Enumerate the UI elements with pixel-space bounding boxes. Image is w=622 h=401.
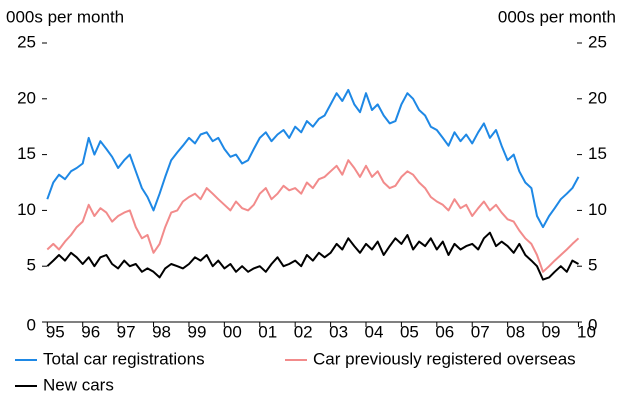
x-tick-label: 98 bbox=[152, 322, 171, 341]
y2-tick-label: 0 bbox=[588, 315, 597, 334]
x-tick-label: 96 bbox=[81, 322, 100, 341]
legend-label: New cars bbox=[43, 375, 114, 394]
y2-tick-label: 20 bbox=[588, 88, 607, 107]
x-tick-label: 04 bbox=[365, 322, 384, 341]
x-tick-label: 95 bbox=[46, 322, 65, 341]
x-tick-label: 97 bbox=[117, 322, 136, 341]
legend-label: Total car registrations bbox=[43, 349, 205, 368]
x-tick-label: 00 bbox=[223, 322, 242, 341]
y2-tick-label: 15 bbox=[588, 144, 607, 163]
y-tick-label: 15 bbox=[17, 144, 36, 163]
x-tick-label: 09 bbox=[542, 322, 561, 341]
x-tick-label: 03 bbox=[329, 322, 348, 341]
y-axis-label: 000s per month bbox=[6, 7, 124, 26]
legend-label: Car previously registered overseas bbox=[313, 349, 576, 368]
x-tick-label: 01 bbox=[258, 322, 277, 341]
x-tick-label: 05 bbox=[400, 322, 419, 341]
x-tick-label: 10 bbox=[577, 322, 596, 341]
y-tick-label: 0 bbox=[27, 315, 36, 334]
y2-tick-label: 5 bbox=[588, 256, 597, 275]
y-tick-label: 5 bbox=[27, 256, 36, 275]
y2-tick-label: 10 bbox=[588, 200, 607, 219]
y-tick-label: 25 bbox=[17, 32, 36, 51]
x-tick-label: 99 bbox=[187, 322, 206, 341]
x-tick-label: 06 bbox=[435, 322, 454, 341]
x-tick-label: 07 bbox=[471, 322, 490, 341]
series-line bbox=[46, 88, 580, 229]
y-tick-label: 20 bbox=[17, 88, 36, 107]
x-tick-label: 02 bbox=[294, 322, 313, 341]
y-tick-label: 10 bbox=[17, 200, 36, 219]
y2-axis-label: 000s per month bbox=[498, 7, 616, 26]
y2-tick-label: 25 bbox=[588, 32, 607, 51]
series-line bbox=[46, 159, 580, 273]
x-tick-label: 08 bbox=[506, 322, 525, 341]
series-line bbox=[46, 231, 579, 281]
